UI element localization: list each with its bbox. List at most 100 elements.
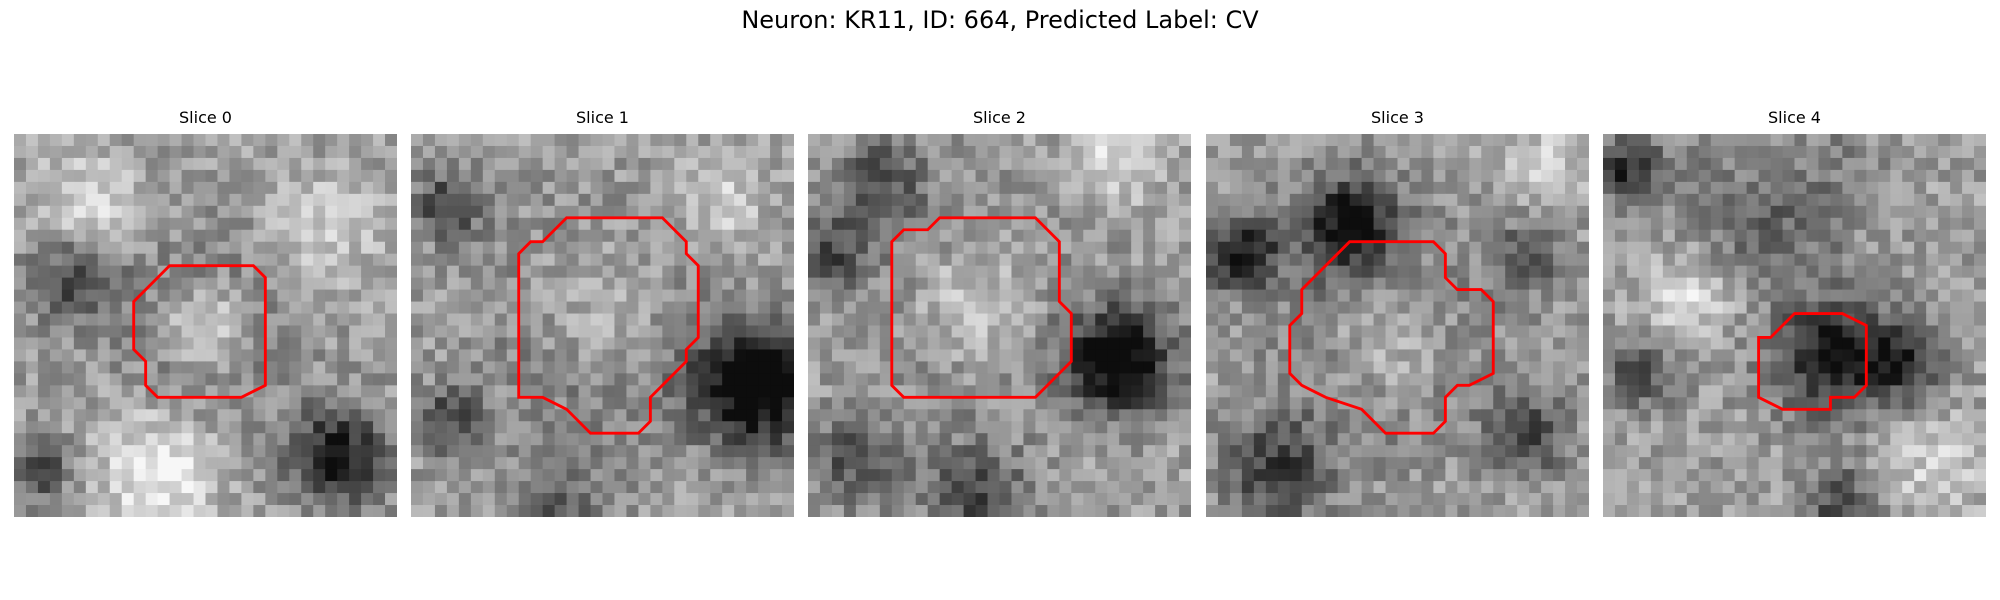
pixel [1735,421,1747,433]
pixel [555,266,567,278]
pixel [844,146,856,158]
pixel [1167,337,1179,349]
pixel [1107,242,1119,254]
pixel [1179,481,1191,493]
pixel [265,481,277,493]
pixel [1083,266,1095,278]
pixel [1950,290,1962,302]
pixel [170,469,182,481]
pixel [976,326,988,338]
pixel [361,158,373,170]
pixel [459,230,471,242]
pixel [146,481,158,493]
pixel [1759,278,1771,290]
pixel [1842,290,1854,302]
pixel [1398,397,1410,409]
pixel [1938,206,1950,218]
pixel [265,409,277,421]
pixel [26,445,38,457]
pixel [411,445,423,457]
pixel [86,218,98,230]
pixel [710,146,722,158]
pixel [1866,134,1878,146]
pixel [832,158,844,170]
pixel [770,481,782,493]
pixel [158,469,170,481]
pixel [686,397,698,409]
pixel [758,314,770,326]
pixel [265,218,277,230]
pixel [14,254,26,266]
pixel [1000,409,1012,421]
pixel [916,481,928,493]
pixel [1795,206,1807,218]
pixel [313,445,325,457]
pixel [976,254,988,266]
pixel [289,505,301,517]
pixel [158,146,170,158]
pixel [868,385,880,397]
pixel [1445,337,1457,349]
pixel [964,361,976,373]
pixel [62,457,74,469]
pixel [1445,349,1457,361]
pixel [710,230,722,242]
pixel [1854,457,1866,469]
pixel [614,481,626,493]
pixel [1842,433,1854,445]
pixel [483,182,495,194]
pixel [1783,385,1795,397]
pixel [1206,230,1218,242]
pixel [1517,493,1529,505]
pixel [110,218,122,230]
pixel [98,194,110,206]
pixel [1457,230,1469,242]
pixel [265,266,277,278]
pixel [411,170,423,182]
pixel [1493,481,1505,493]
pixel [1362,278,1374,290]
pixel [301,314,313,326]
pixel [1326,445,1338,457]
pixel [1314,278,1326,290]
pixel [471,326,483,338]
pixel [1565,361,1577,373]
pixel [976,158,988,170]
pixel [1711,302,1723,314]
pixel [686,230,698,242]
pixel [1529,146,1541,158]
pixel [1095,433,1107,445]
pixel [710,182,722,194]
pixel [265,421,277,433]
pixel [265,337,277,349]
pixel [614,146,626,158]
pixel [1854,242,1866,254]
pixel [1914,254,1926,266]
pixel [1759,206,1771,218]
pixel [62,505,74,517]
pixel [988,314,1000,326]
pixel [50,302,62,314]
pixel [844,194,856,206]
pixel [1071,206,1083,218]
pixel [86,314,98,326]
pixel [74,493,86,505]
pixel [519,182,531,194]
pixel [1457,326,1469,338]
pixel [241,314,253,326]
pixel [1155,397,1167,409]
pixel [674,314,686,326]
pixel [447,326,459,338]
pixel [808,481,820,493]
pixel [1902,230,1914,242]
pixel [1926,146,1938,158]
pixel [423,469,435,481]
pixel [1421,349,1433,361]
pixel [832,469,844,481]
pixel [614,170,626,182]
pixel [1218,457,1230,469]
pixel [1083,361,1095,373]
pixel [1878,314,1890,326]
pixel [1615,158,1627,170]
pixel [1866,373,1878,385]
